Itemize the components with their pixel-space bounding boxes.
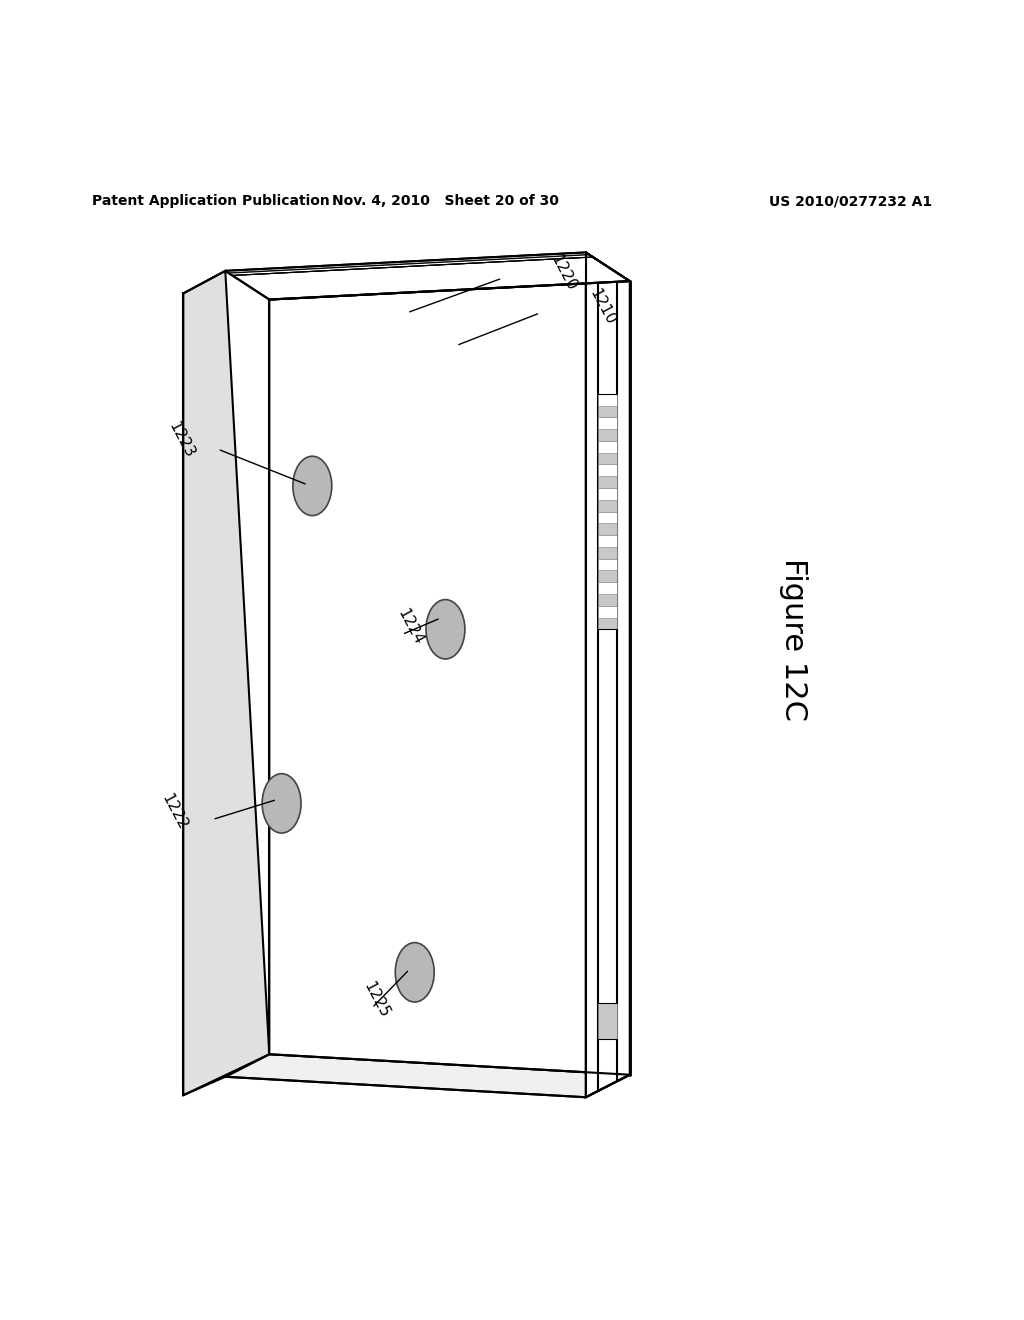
Text: 1220: 1220 [548,252,580,293]
Text: 1223: 1223 [165,420,197,461]
Text: Figure 12C: Figure 12C [779,558,808,721]
Ellipse shape [262,774,301,833]
Polygon shape [598,477,617,488]
Polygon shape [598,393,617,405]
Text: 1210: 1210 [587,286,618,327]
Polygon shape [183,271,269,1096]
Polygon shape [598,500,617,512]
Polygon shape [598,429,617,441]
Polygon shape [598,546,617,558]
Polygon shape [598,1003,617,1039]
Polygon shape [269,281,630,1074]
Polygon shape [598,582,617,594]
Polygon shape [598,441,617,453]
Polygon shape [598,453,617,465]
Polygon shape [598,417,617,429]
Text: Patent Application Publication: Patent Application Publication [92,194,330,209]
Polygon shape [598,523,617,535]
Text: 1224: 1224 [394,607,426,648]
Polygon shape [225,252,630,300]
Polygon shape [598,535,617,546]
Polygon shape [598,512,617,523]
Polygon shape [598,606,617,618]
Polygon shape [598,488,617,500]
Polygon shape [598,570,617,582]
Ellipse shape [426,599,465,659]
Text: 1222: 1222 [159,791,190,832]
Polygon shape [225,252,589,273]
Polygon shape [586,252,630,1097]
Ellipse shape [293,457,332,516]
Polygon shape [228,255,593,276]
Polygon shape [598,594,617,606]
Text: Nov. 4, 2010   Sheet 20 of 30: Nov. 4, 2010 Sheet 20 of 30 [332,194,559,209]
Text: 1225: 1225 [360,979,392,1020]
Polygon shape [598,558,617,570]
Polygon shape [225,1055,630,1097]
Polygon shape [598,465,617,477]
Text: US 2010/0277232 A1: US 2010/0277232 A1 [769,194,932,209]
Ellipse shape [395,942,434,1002]
Polygon shape [598,405,617,417]
Polygon shape [598,618,617,630]
